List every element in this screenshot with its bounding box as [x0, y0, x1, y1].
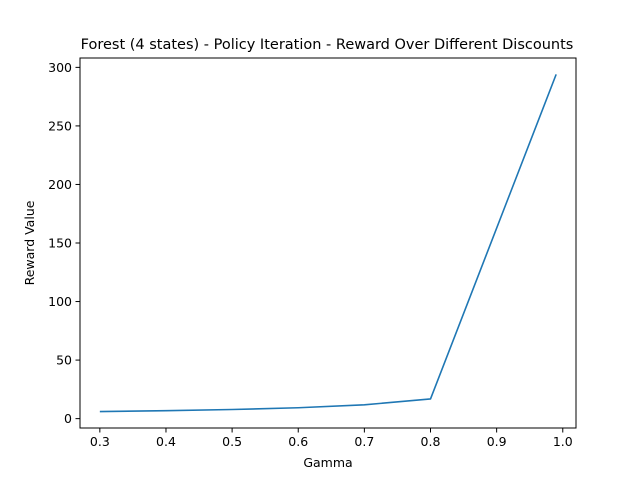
y-tick-label: 100 — [48, 294, 72, 309]
x-tick-label: 0.9 — [487, 434, 507, 449]
x-tick-label: 0.6 — [288, 434, 308, 449]
y-tick-label: 0 — [64, 411, 72, 426]
x-tick-label: 0.4 — [156, 434, 176, 449]
x-tick-label: 0.5 — [222, 434, 242, 449]
y-tick-label: 150 — [48, 236, 72, 251]
x-tick-label: 1.0 — [553, 434, 573, 449]
y-tick-label: 50 — [56, 353, 72, 368]
y-tick-label: 250 — [48, 118, 72, 133]
series-line — [99, 74, 557, 413]
y-tick-label: 300 — [48, 60, 72, 75]
axes-frame — [79, 57, 577, 429]
tick-layer: 0.3 0.4 0.5 0.6 0.7 0.8 0.9 1.0 0 50 100 150 200 250 3… — [48, 60, 573, 449]
y-tick-label: 200 — [48, 177, 72, 192]
x-tick-label: 0.7 — [354, 434, 374, 449]
x-axis-label: Gamma — [303, 455, 352, 470]
y-axis-label: Reward Value — [22, 200, 37, 285]
x-tick-label: 0.3 — [90, 434, 110, 449]
plot-area — [99, 74, 557, 413]
x-tick-label: 0.8 — [421, 434, 441, 449]
chart-title: Forest (4 states) - Policy Iteration - R… — [81, 37, 574, 53]
